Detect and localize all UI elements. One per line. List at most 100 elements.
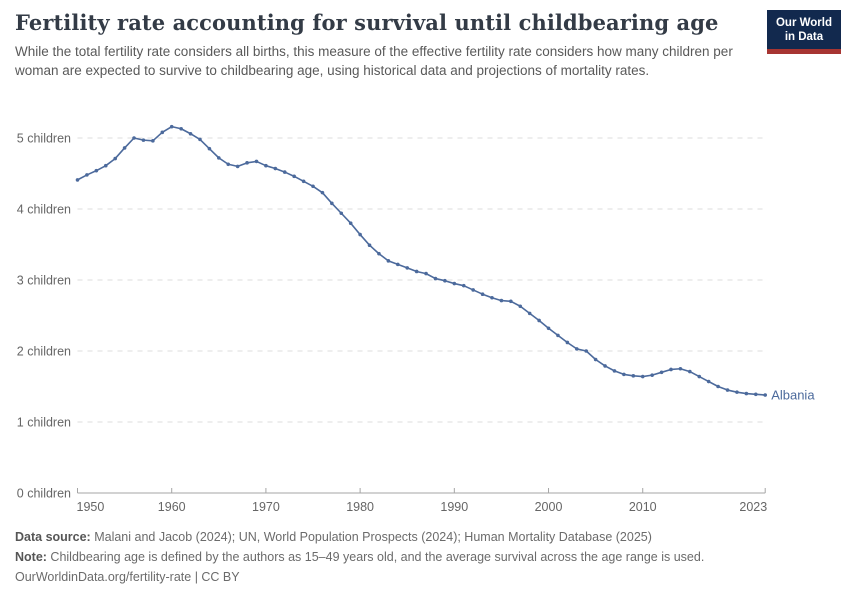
data-point[interactable] [443, 278, 447, 283]
data-point[interactable] [461, 283, 466, 288]
data-point[interactable] [480, 292, 485, 297]
data-point[interactable] [603, 364, 607, 368]
data-point[interactable] [132, 136, 136, 140]
page-title: Fertility rate accounting for survival u… [15, 10, 719, 35]
data-point[interactable] [141, 138, 146, 142]
data-line[interactable] [76, 125, 767, 396]
data-point[interactable] [292, 174, 296, 179]
x-axis-label: 1960 [158, 500, 186, 514]
data-point[interactable] [640, 374, 645, 379]
data-point[interactable] [320, 190, 325, 195]
data-point[interactable] [574, 347, 579, 351]
data-point[interactable] [697, 374, 702, 379]
data-point[interactable] [282, 170, 287, 174]
x-axis-label: 1990 [440, 500, 468, 514]
data-point[interactable] [735, 390, 739, 394]
data-point[interactable] [113, 156, 117, 161]
data-point[interactable] [405, 266, 410, 270]
data-point[interactable] [85, 173, 89, 177]
data-point[interactable] [546, 326, 551, 331]
series-end-label[interactable]: Albania [771, 388, 815, 403]
data-point[interactable] [94, 168, 99, 173]
data-point[interactable] [669, 367, 673, 372]
data-point[interactable] [264, 163, 268, 168]
data-point[interactable] [688, 369, 692, 374]
data-point[interactable] [75, 178, 80, 182]
data-point[interactable] [207, 146, 212, 151]
data-point[interactable] [330, 201, 334, 206]
data-point[interactable] [433, 276, 438, 281]
data-point[interactable] [744, 391, 749, 396]
data-point[interactable] [424, 271, 428, 276]
data-point[interactable] [716, 384, 720, 389]
data-point[interactable] [188, 131, 193, 136]
data-point[interactable] [386, 259, 391, 263]
x-axis-label: 2000 [535, 500, 563, 514]
data-point[interactable] [499, 298, 504, 303]
data-point[interactable] [217, 156, 221, 160]
chart-header: Fertility rate accounting for survival u… [15, 10, 765, 80]
data-point[interactable] [584, 349, 589, 353]
owid-logo-line1: Our World [775, 17, 832, 29]
data-point[interactable] [273, 166, 278, 171]
data-point[interactable] [414, 269, 419, 274]
data-point[interactable] [471, 288, 475, 292]
data-point[interactable] [706, 379, 711, 384]
data-point[interactable] [678, 366, 683, 371]
data-point[interactable] [612, 369, 617, 373]
data-point[interactable] [377, 251, 381, 256]
data-point[interactable] [169, 124, 174, 129]
owid-logo-line2: in Data [784, 30, 824, 43]
data-point[interactable] [179, 126, 183, 131]
data-point[interactable] [556, 333, 560, 338]
x-axis-label: 2023 [739, 500, 767, 514]
data-point[interactable] [509, 299, 513, 304]
data-point[interactable] [631, 374, 636, 378]
data-point[interactable] [527, 311, 532, 316]
data-point[interactable] [622, 372, 626, 377]
data-point[interactable] [358, 232, 362, 237]
y-axis-label: 2 children [17, 345, 71, 359]
data-point[interactable] [659, 370, 664, 375]
data-point[interactable] [348, 221, 353, 225]
data-point[interactable] [245, 161, 249, 165]
attribution-line: OurWorldinData.org/fertility-rate | CC B… [15, 570, 240, 584]
data-point[interactable] [725, 388, 730, 392]
data-point[interactable] [518, 304, 523, 309]
data-point[interactable] [122, 146, 127, 150]
x-axis-label: 2010 [629, 500, 657, 514]
data-source-line: Data source: Malani and Jacob (2024); UN… [15, 527, 835, 547]
data-point[interactable] [763, 393, 767, 397]
chart-footer: Data source: Malani and Jacob (2024); UN… [15, 527, 835, 587]
data-point[interactable] [395, 262, 400, 267]
data-point[interactable] [452, 281, 457, 286]
data-point[interactable] [565, 340, 570, 345]
y-axis-label: 5 children [17, 132, 71, 146]
data-point[interactable] [650, 373, 654, 377]
data-point[interactable] [103, 163, 108, 168]
y-axis-label: 0 children [17, 487, 71, 501]
chart-subtitle: While the total fertility rate considers… [15, 44, 733, 78]
data-point[interactable] [753, 392, 758, 397]
data-point[interactable] [226, 162, 231, 167]
data-point[interactable] [151, 139, 155, 143]
data-point[interactable] [235, 164, 240, 169]
data-point[interactable] [339, 211, 344, 216]
data-point[interactable] [198, 137, 202, 142]
y-axis-label: 1 children [17, 416, 71, 430]
data-point[interactable] [311, 184, 315, 189]
data-source-text: Malani and Jacob (2024); UN, World Popul… [90, 530, 652, 544]
data-point[interactable] [537, 318, 541, 323]
data-point[interactable] [301, 179, 306, 184]
data-point[interactable] [254, 159, 259, 164]
data-point[interactable] [367, 243, 372, 248]
data-point[interactable] [593, 357, 598, 362]
y-axis-label: 3 children [17, 274, 71, 288]
note-line: Note: Childbearing age is defined by the… [15, 547, 835, 567]
owid-logo[interactable]: Our World in Data [766, 10, 841, 54]
data-point[interactable] [160, 130, 165, 135]
x-axis-label: 1950 [77, 500, 105, 514]
data-point[interactable] [490, 295, 494, 300]
